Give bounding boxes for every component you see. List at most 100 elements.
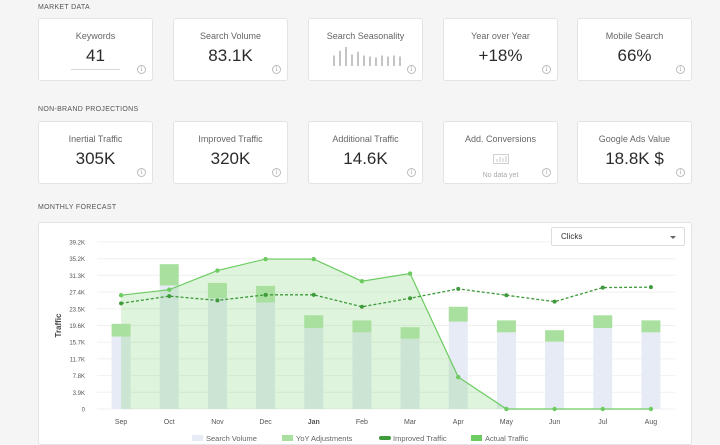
search-seasonality-card[interactable]: Search Seasonality i — [308, 18, 423, 81]
info-icon[interactable]: i — [137, 168, 146, 177]
keywords-underline — [71, 69, 120, 70]
actual-traffic-point — [648, 406, 654, 412]
keywords-value: 41 — [86, 46, 105, 65]
actual-traffic-point — [311, 256, 316, 262]
legend-label: Improved Traffic — [393, 434, 447, 443]
additional-traffic-card[interactable]: Additional Traffic 14.6K i — [308, 121, 423, 184]
search-volume-bar — [496, 332, 516, 409]
improved-traffic-point — [408, 296, 413, 301]
improved-traffic-point — [119, 301, 124, 306]
search-volume-bar — [641, 332, 661, 409]
improved-traffic-point — [167, 294, 172, 299]
search-volume-value: 83.1K — [208, 46, 253, 65]
x-tick-label: Mar — [404, 419, 417, 426]
seasonality-bar — [381, 55, 383, 66]
metric-dropdown-value: Clicks — [561, 232, 583, 241]
legend-swatch — [379, 436, 391, 440]
inertial-traffic-card[interactable]: Inertial Traffic 305K i — [38, 121, 153, 184]
legend-swatch — [471, 435, 482, 441]
seasonality-bar — [339, 50, 341, 66]
info-icon[interactable]: i — [137, 65, 146, 74]
yoy-adjustment-bar — [496, 320, 516, 333]
search-volume-bar — [304, 328, 324, 409]
search-volume-bar — [545, 341, 565, 409]
google-ads-value-value: 18.8K $ — [605, 149, 664, 168]
yoy-adjustment-bar — [159, 264, 179, 286]
y-tick-label: 31.3K — [69, 274, 85, 280]
improved-traffic-line — [120, 286, 651, 308]
add-conversions-label: Add. Conversions — [464, 134, 537, 144]
x-tick-label: Jan — [308, 419, 320, 426]
search-volume-card[interactable]: Search Volume 83.1K i — [173, 18, 288, 81]
google-ads-value-card[interactable]: Google Ads Value 18.8K $ i — [577, 121, 692, 184]
improved-traffic-point — [215, 298, 220, 303]
year-over-year-label: Year over Year — [471, 31, 530, 41]
improved-traffic-point — [359, 304, 364, 309]
actual-traffic-point — [118, 293, 124, 298]
improved-traffic-point — [648, 285, 653, 290]
improved-traffic-label: Improved Traffic — [198, 134, 263, 144]
seasonality-bar — [363, 55, 365, 66]
info-icon[interactable]: i — [676, 168, 685, 177]
x-tick-label: Sep — [115, 419, 128, 426]
search-volume-bar — [448, 321, 468, 409]
year-over-year-card[interactable]: Year over Year +18% i — [443, 18, 558, 81]
y-tick-label: 35.2K — [69, 257, 85, 263]
improved-traffic-card[interactable]: Improved Traffic 320K i — [173, 121, 288, 184]
seasonality-bar — [387, 56, 389, 66]
actual-traffic-point — [359, 278, 365, 284]
legend-label: Actual Traffic — [485, 434, 528, 443]
info-icon[interactable]: i — [542, 65, 551, 74]
x-tick-label: May — [500, 419, 514, 426]
seasonality-sparkline — [333, 47, 401, 66]
improved-traffic-point — [504, 293, 509, 298]
yoy-adjustment-bar — [207, 282, 227, 299]
legend-swatch — [282, 435, 293, 441]
mobile-search-card[interactable]: Mobile Search 66% i — [577, 18, 692, 81]
improved-traffic-point — [263, 292, 268, 297]
info-icon[interactable]: i — [542, 168, 551, 177]
yoy-adjustment-bar — [641, 320, 661, 333]
additional-traffic-label: Additional Traffic — [332, 134, 399, 144]
mobile-search-value: 66% — [617, 46, 652, 65]
yoy-adjustment-bar — [400, 327, 420, 339]
keywords-card[interactable]: Keywords 41 i — [38, 18, 153, 81]
x-tick-label: Jun — [549, 419, 560, 426]
info-icon[interactable]: i — [676, 65, 685, 74]
legend-swatch — [192, 435, 203, 441]
forecast-chart: 39.2K 35.2K 31.3K 27.4K 23.5K 19.6K 15.7K 11.7K… — [54, 241, 675, 443]
seasonality-bar — [333, 55, 335, 66]
improved-traffic-point — [311, 292, 316, 297]
metric-dropdown[interactable]: Clicks — [551, 227, 685, 246]
yoy-adjustment-bar — [593, 315, 613, 329]
legend-label: YoY Adjustments — [296, 434, 353, 443]
y-tick-label: 3.9K — [73, 391, 85, 397]
seasonality-bar — [375, 57, 377, 66]
search-volume-bar — [207, 298, 227, 409]
info-icon[interactable]: i — [407, 65, 416, 74]
additional-traffic-value: 14.6K — [343, 149, 388, 168]
actual-traffic-point — [504, 406, 509, 412]
add-conversions-card[interactable]: Add. Conversions No data yet i — [443, 121, 558, 184]
x-tick-label: Feb — [356, 419, 368, 426]
x-tick-label: Apr — [453, 419, 465, 426]
info-icon[interactable]: i — [272, 65, 281, 74]
x-tick-label: Jul — [598, 419, 607, 426]
seasonality-bar — [345, 47, 347, 66]
y-tick-label: 19.6K — [69, 324, 85, 330]
actual-traffic-point — [167, 287, 172, 292]
inertial-traffic-label: Inertial Traffic — [68, 134, 123, 144]
info-icon[interactable]: i — [407, 168, 416, 177]
y-axis-label: Traffic — [54, 313, 63, 338]
mini-chart-icon — [493, 154, 509, 164]
improved-traffic-point — [456, 286, 461, 291]
y-tick-label: 7.8K — [73, 374, 85, 380]
x-tick-label: Oct — [164, 419, 175, 426]
forecast-title: MONTHLY FORECAST — [38, 204, 117, 211]
info-icon[interactable]: i — [272, 168, 281, 177]
y-tick-label: 0 — [82, 408, 86, 414]
y-tick-label: 27.4K — [69, 291, 85, 297]
x-tick-label: Aug — [645, 419, 658, 426]
actual-traffic-point — [456, 374, 461, 380]
x-tick-label: Dec — [259, 419, 272, 426]
